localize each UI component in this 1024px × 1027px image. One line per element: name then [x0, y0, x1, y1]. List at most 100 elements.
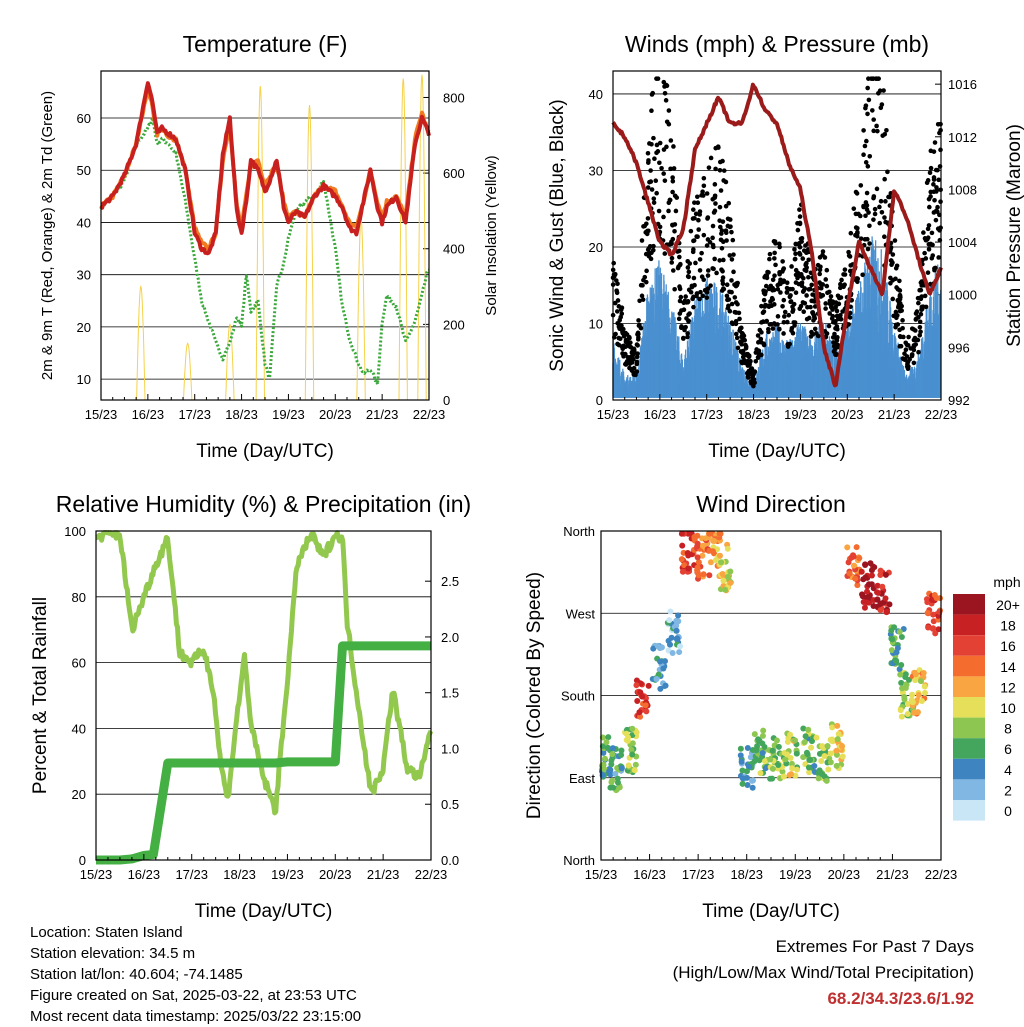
gust-dot: [797, 252, 803, 257]
gust-dot: [725, 297, 730, 303]
gust-dot: [782, 309, 788, 315]
insolation-line: [398, 78, 408, 401]
y-axis-title: Sonic Wind & Gust (Blue, Black): [547, 99, 568, 371]
direction-dot: [751, 731, 758, 738]
station-info: Location: Staten Island Station elevatio…: [30, 922, 361, 1027]
gust-dot: [690, 249, 696, 255]
direction-dot: [925, 624, 932, 631]
gust-dot: [775, 314, 781, 319]
gust-dot: [812, 304, 818, 309]
direction-dot: [893, 649, 900, 656]
gust-dot: [691, 294, 696, 300]
direction-dot: [653, 675, 660, 682]
y-axis-title: Direction (Colored By Speed): [524, 572, 545, 819]
direction-dot: [871, 564, 878, 571]
gust-dot: [724, 293, 730, 299]
direction-dot: [859, 591, 866, 598]
x-axis-title: Time (Day/UTC): [708, 441, 846, 462]
gust-dot: [772, 250, 777, 256]
direction-dot: [920, 669, 927, 676]
direction-dot: [609, 751, 616, 758]
gust-dot: [642, 223, 647, 229]
gust-dot: [797, 220, 803, 226]
gust-dot: [710, 235, 715, 241]
x-tick-label: 20/23: [831, 407, 864, 422]
direction-dot: [775, 743, 782, 750]
direction-dot: [818, 758, 825, 765]
direction-dot: [829, 724, 836, 731]
gust-dot: [672, 228, 677, 234]
gust-dot: [615, 341, 620, 347]
gust-dot: [678, 294, 684, 300]
y2-tick-label: 1012: [948, 130, 977, 145]
direction-dot: [645, 682, 652, 689]
direction-dot: [681, 562, 688, 569]
gust-dot: [729, 301, 735, 307]
gust-dot: [833, 335, 838, 341]
insolation-line: [255, 86, 265, 401]
direction-dot: [819, 771, 826, 778]
gust-dot: [732, 295, 738, 300]
gust-dot: [860, 272, 865, 278]
gust-dot: [863, 103, 869, 108]
gust-dot: [792, 247, 797, 252]
y2-tick-label: 800: [443, 90, 465, 105]
gust-dot: [871, 194, 877, 199]
direction-dot: [633, 682, 640, 689]
direction-dot: [668, 634, 675, 641]
gust-dot: [759, 320, 764, 325]
gust-dot: [706, 165, 712, 170]
gust-dot: [877, 220, 883, 226]
direction-dot: [751, 758, 758, 765]
y-tick-label: 0: [79, 853, 86, 868]
direction-dot: [604, 744, 611, 751]
gust-dot: [842, 272, 848, 277]
gust-dot: [874, 186, 880, 192]
direction-dot: [816, 750, 823, 757]
direction-dot: [739, 775, 746, 782]
gust-dot: [879, 209, 885, 215]
gust-dot: [797, 207, 802, 212]
direction-dot: [667, 608, 674, 615]
direction-dot: [666, 617, 673, 624]
gust-dot: [927, 170, 933, 176]
x-tick-label: 16/23: [633, 867, 666, 882]
gust-dot: [831, 319, 837, 325]
direction-dot: [874, 596, 881, 603]
gust-dot: [864, 190, 870, 196]
direction-dot: [850, 553, 857, 560]
gust-dot: [863, 160, 869, 165]
gust-dot: [735, 345, 741, 351]
direction-dot: [738, 758, 745, 765]
gust-dot: [827, 311, 833, 316]
extremes-values: 68.2/34.3/23.6/1.92: [827, 989, 974, 1008]
direction-dot: [625, 762, 632, 769]
direction-dot: [868, 572, 875, 579]
gust-dot: [631, 372, 637, 377]
direction-dot: [929, 625, 936, 632]
gust-dot: [915, 337, 921, 343]
gust-dot: [659, 165, 664, 171]
gust-dot: [657, 160, 662, 166]
direction-dot: [600, 749, 607, 756]
gust-dot: [672, 222, 678, 227]
gust-dot: [935, 204, 940, 210]
x-tick-label: 21/23: [366, 407, 399, 422]
gust-dot: [861, 128, 866, 133]
direction-dot: [695, 559, 702, 566]
gust-dot: [893, 322, 899, 328]
direction-dot: [737, 752, 744, 759]
gust-dot: [778, 290, 783, 295]
gust-dot: [911, 337, 917, 343]
gust-dot: [663, 98, 669, 103]
gust-dot: [704, 295, 710, 300]
gust-dot: [619, 344, 625, 349]
direction-dot: [845, 559, 852, 566]
gust-dot: [654, 150, 659, 156]
gust-dot: [727, 308, 733, 314]
gust-dot: [717, 159, 723, 165]
legend-label: 14: [1000, 659, 1016, 675]
gust-dot: [653, 178, 659, 184]
gust-dot: [918, 311, 924, 317]
